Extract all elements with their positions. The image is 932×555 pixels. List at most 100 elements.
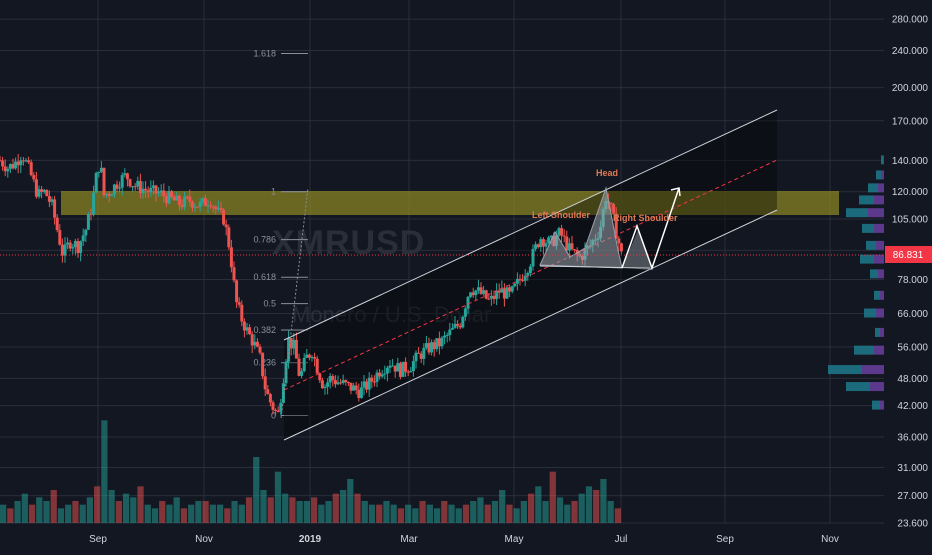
fib-level: 0.786 [253,235,308,245]
fib-level-label: 0.236 [253,358,276,368]
candle [479,282,483,296]
candle [180,199,184,210]
volume-bar [180,508,188,523]
price-axis[interactable]: 280.000 240.000 200.000 170.000 140.000 120.0… [884,0,932,550]
candle [536,243,540,249]
volume-bar [556,497,564,523]
candle [508,285,512,298]
candlesticks [0,154,623,416]
candle [242,318,246,338]
candle [81,228,85,247]
right-shoulder-projection [622,230,652,270]
candle [105,193,109,199]
candle [367,372,371,397]
candle [266,384,270,395]
neckline[interactable] [539,265,651,269]
volume-bar [376,504,383,523]
candle [172,194,176,201]
candle [263,368,267,397]
volume-bar [253,457,260,523]
price-tick-label: 27.000 [897,491,928,502]
volume-bar [470,501,477,523]
candle [619,242,623,254]
volume-profile-row [846,208,884,218]
candle [557,226,561,238]
volume-bars [0,420,621,523]
volume-bar [600,479,607,523]
volume-bar [0,504,7,523]
candle [50,196,54,206]
volume-profile-row [881,155,884,165]
volume-bar [267,497,274,523]
time-axis[interactable]: Sep Nov 2019 Mar May Jul Sep Nov [89,534,839,545]
volume-bar [57,508,65,523]
candle [435,338,439,352]
channel-upper-line[interactable] [283,109,778,341]
head-and-shoulders-pattern[interactable] [539,186,623,269]
candle [1,156,5,171]
candle [354,381,358,395]
candle [456,320,460,329]
candle [55,214,59,233]
volume-bar [383,501,390,523]
volume-bar [260,490,267,523]
candle [271,400,275,415]
candle [157,187,161,197]
volume-bar [159,501,166,523]
candle [167,185,171,205]
candle [258,343,262,355]
candle [305,348,309,359]
volume-bar [274,471,282,523]
candle [63,237,67,263]
candle [279,398,283,416]
candle [565,230,569,253]
candle [60,238,64,263]
candle [411,355,415,377]
volume-bar [535,486,542,523]
candle [432,339,436,357]
volume-bar [499,490,506,523]
candle [469,291,473,299]
projected-path-arrow[interactable] [621,187,680,271]
volume-bar [405,504,412,523]
candle [359,381,363,399]
candle [193,203,197,212]
candle [458,322,462,330]
channel-lower-line[interactable] [283,209,778,441]
candle [229,239,233,273]
candle [253,334,257,350]
fib-level-label: 1 [271,187,276,197]
volume-bar [593,490,600,523]
fib-level: 0.382 [253,325,308,335]
candle [396,357,400,372]
volume-bar [318,504,325,523]
volume-bar [7,508,14,523]
candle [71,243,75,255]
volume-bar [94,486,101,523]
volume-bar [578,493,585,523]
candle [385,365,389,382]
fib-level-label: 0.618 [253,272,276,282]
candle [422,343,426,366]
candle [424,335,428,350]
volume-bar [448,504,455,523]
candle [110,193,114,197]
price-tick-label: 66.000 [897,309,928,320]
volume-bar [202,501,209,523]
candle [547,235,551,245]
candle [274,408,278,416]
candle [34,171,38,199]
candle [185,195,189,200]
candle [136,176,140,190]
price-axis-background [884,0,932,550]
resistance-zone[interactable] [61,191,839,215]
candle [573,249,577,253]
candle [79,240,83,262]
candle [489,290,493,306]
candle [474,289,478,301]
fib-level: 0 [271,411,308,421]
fib-level-label: 0.5 [263,299,276,309]
label-right-shoulder: Right Shoulder [613,213,678,223]
